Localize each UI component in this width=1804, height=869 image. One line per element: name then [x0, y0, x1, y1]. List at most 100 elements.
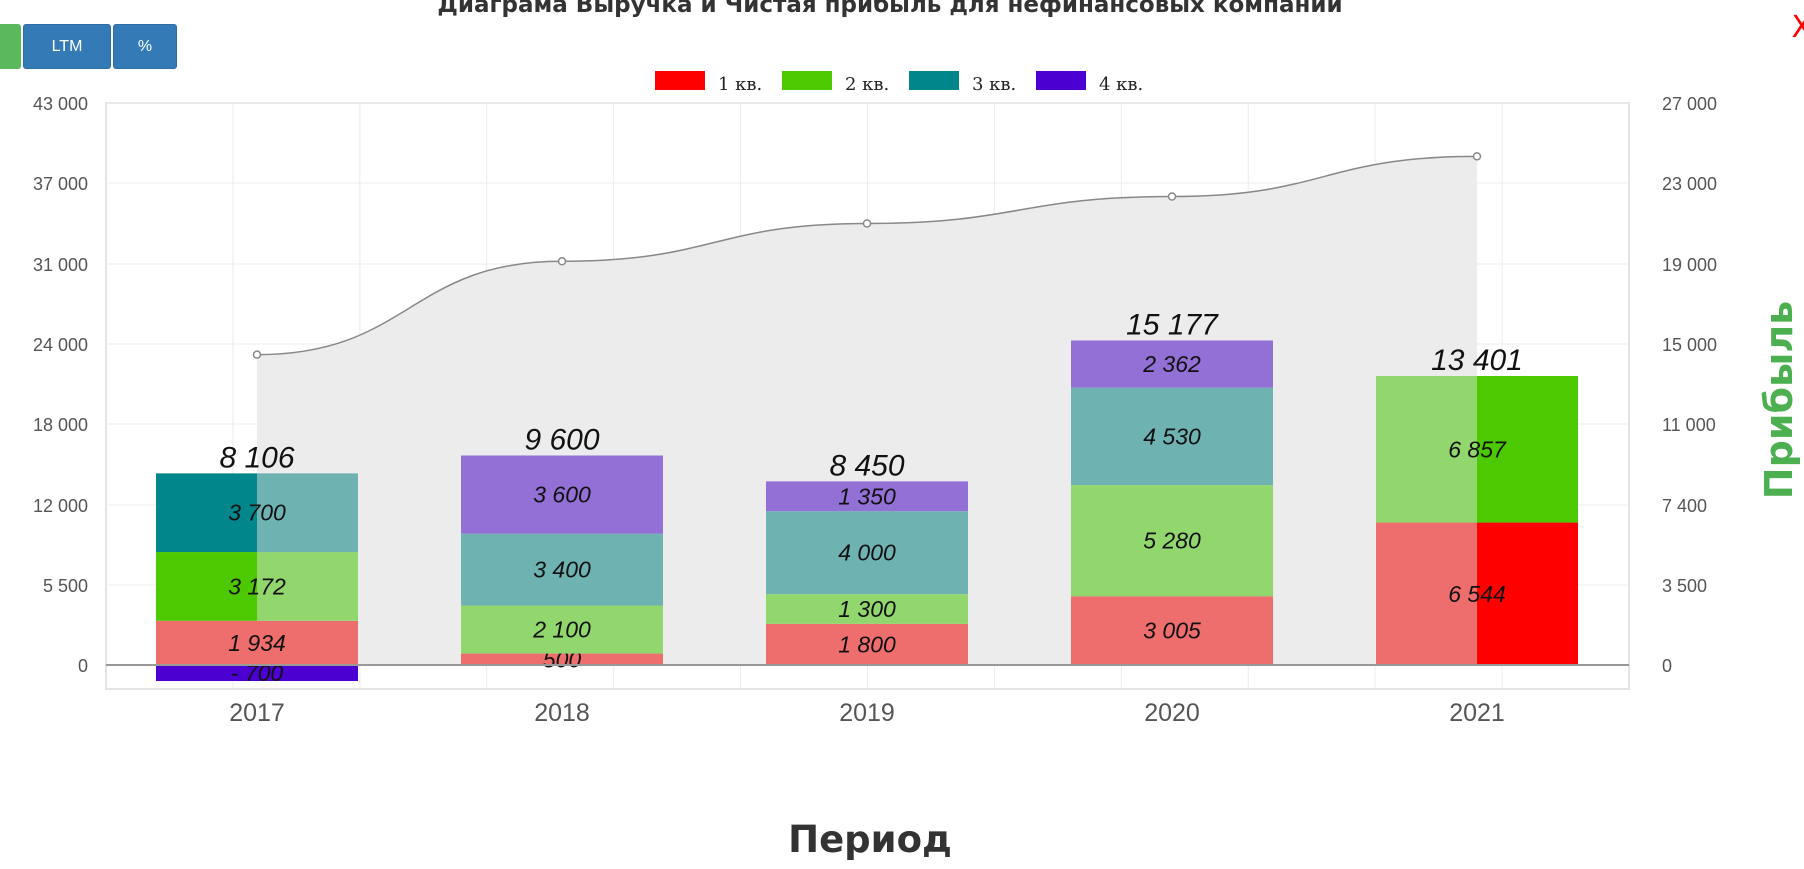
bar-2018-q4-label: 3 600 [533, 482, 591, 508]
bar-2020-q4-label: 2 362 [1142, 351, 1201, 377]
x-tick-2019: 2019 [839, 699, 895, 727]
right-axis-tick: 11 000 [1662, 415, 1716, 435]
right-axis-tick: 15 000 [1662, 335, 1717, 355]
area-point[interactable] [862, 219, 872, 228]
left-axis-tick: 24 000 [33, 335, 88, 355]
total-label-2019: 8 450 [829, 449, 904, 482]
bar-2020-q3-label: 4 530 [1143, 423, 1201, 449]
area-point[interactable] [1472, 152, 1482, 161]
right-axis-label: Прибыль [1757, 301, 1801, 499]
bar-2020-q1-right[interactable] [1172, 596, 1273, 665]
total-label-2018: 9 600 [524, 424, 599, 457]
total-label-2017: 8 106 [219, 441, 294, 474]
bar-2017-q2-left[interactable] [156, 552, 257, 621]
area-point[interactable] [557, 257, 567, 266]
bar-2018-q2-left[interactable] [461, 605, 562, 654]
bar-2017-q2-right[interactable] [257, 552, 358, 621]
bar-2019-q4-left[interactable] [766, 481, 867, 512]
bar-2018-q1-right[interactable] [562, 653, 663, 665]
chart-title: Диаграма Выручка и Чистая прибыль для не… [437, 0, 1343, 18]
bar-2019-q1-right[interactable] [867, 623, 968, 665]
bar-2018-q2-label: 2 100 [532, 617, 591, 643]
bar-2020-q4-left[interactable] [1071, 340, 1172, 388]
bar-2017-q1-right[interactable] [257, 620, 358, 665]
right-axis-tick: 7 400 [1662, 496, 1707, 516]
area-point[interactable] [1167, 192, 1177, 201]
right-axis-tick: 0 [1662, 656, 1672, 676]
bar-2019-q3-left[interactable] [766, 511, 867, 595]
left-axis-tick: 31 000 [33, 255, 88, 275]
bar-2020-q3-left[interactable] [1071, 387, 1172, 486]
bar-2020-q3-right[interactable] [1172, 387, 1273, 486]
bar-2021-q2-label: 6 857 [1448, 436, 1507, 462]
bar-2021-q1-left[interactable] [1376, 522, 1477, 665]
left-axis-tick: 37 000 [33, 174, 88, 194]
bar-2019-q4-right[interactable] [867, 481, 968, 512]
legend-swatch-q4[interactable] [1036, 71, 1086, 90]
right-axis-tick: 23 000 [1662, 174, 1717, 194]
bar-2017-q4-right[interactable] [257, 665, 358, 681]
bar-2019-q4-label: 1 350 [838, 483, 896, 509]
bar-2017-q4-label: - 700 [231, 660, 284, 686]
bar-2021-q2-left[interactable] [1376, 375, 1477, 523]
total-label-2021: 13 401 [1431, 344, 1523, 377]
bar-2021-q2-right[interactable] [1477, 375, 1578, 523]
bar-2018-q1-left[interactable] [461, 653, 562, 665]
legend-label-q2[interactable]: 2 кв. [845, 74, 889, 95]
bar-2020-q1-label: 3 005 [1143, 618, 1201, 644]
bar-2018-q4-left[interactable] [461, 455, 562, 534]
green-toggle-button[interactable] [0, 24, 21, 69]
x-tick-2020: 2020 [1144, 699, 1200, 727]
bar-2018-q3-label: 3 400 [533, 557, 591, 583]
bar-2020-q2-right[interactable] [1172, 485, 1273, 597]
bar-2019-q1-label: 1 800 [838, 631, 896, 657]
ltm-button[interactable]: LTM [23, 24, 111, 69]
left-axis-tick: 0 [78, 656, 88, 676]
bar-2019-q2-left[interactable] [766, 594, 867, 624]
bar-2018-q3-right[interactable] [562, 533, 663, 606]
bar-2019-q1-left[interactable] [766, 623, 867, 665]
bar-2021-q1-label: 6 544 [1448, 581, 1506, 607]
bar-2018-q3-left[interactable] [461, 533, 562, 606]
right-axis-tick: 27 000 [1662, 94, 1717, 114]
bar-2017-q3-right[interactable] [257, 473, 358, 553]
bar-2017-q1-left[interactable] [156, 620, 257, 665]
toolbar: LTM % [0, 24, 179, 69]
legend-swatch-q3[interactable] [909, 71, 959, 90]
bar-2019-q3-right[interactable] [867, 511, 968, 595]
bar-2017-q2-label: 3 172 [228, 573, 286, 599]
bar-2019-q2-label: 1 300 [838, 596, 896, 622]
total-label-2020: 15 177 [1126, 308, 1219, 341]
legend-label-q1[interactable]: 1 кв. [718, 74, 762, 95]
x-tick-2018: 2018 [534, 699, 590, 727]
x-tick-2017: 2017 [229, 699, 285, 727]
bar-2019-q2-right[interactable] [867, 594, 968, 624]
bar-2020-q1-left[interactable] [1071, 596, 1172, 665]
bar-2018-q4-right[interactable] [562, 455, 663, 534]
bar-2017-q1-label: 1 934 [228, 630, 286, 656]
bar-2017-q3-left[interactable] [156, 473, 257, 553]
area-point[interactable] [252, 350, 262, 359]
bar-2017-q3-label: 3 700 [228, 500, 286, 526]
bar-2018-q2-right[interactable] [562, 605, 663, 654]
close-button[interactable]: X [1791, 10, 1804, 45]
left-axis-tick: 18 000 [33, 415, 88, 435]
legend-label-q3[interactable]: 3 кв. [972, 74, 1016, 95]
bar-2020-q2-label: 5 280 [1143, 528, 1201, 554]
right-axis-tick: 19 000 [1662, 255, 1717, 275]
bar-2020-q4-right[interactable] [1172, 340, 1273, 388]
bar-2021-q1-right[interactable] [1477, 522, 1578, 665]
bar-2019-q3-label: 4 000 [838, 540, 896, 566]
legend-swatch-q2[interactable] [782, 71, 832, 90]
bar-2017-q4-left[interactable] [156, 665, 257, 681]
right-axis-tick: 3 500 [1662, 576, 1707, 596]
left-axis-tick: 12 000 [33, 496, 88, 516]
bar-2020-q2-left[interactable] [1071, 485, 1172, 597]
legend-label-q4[interactable]: 4 кв. [1099, 74, 1143, 95]
left-axis-tick: 5 500 [43, 576, 88, 596]
percent-button[interactable]: % [113, 24, 177, 69]
left-axis-tick: 43 000 [33, 94, 88, 114]
x-axis-label: Период [788, 818, 952, 861]
legend-swatch-q1[interactable] [655, 71, 705, 90]
